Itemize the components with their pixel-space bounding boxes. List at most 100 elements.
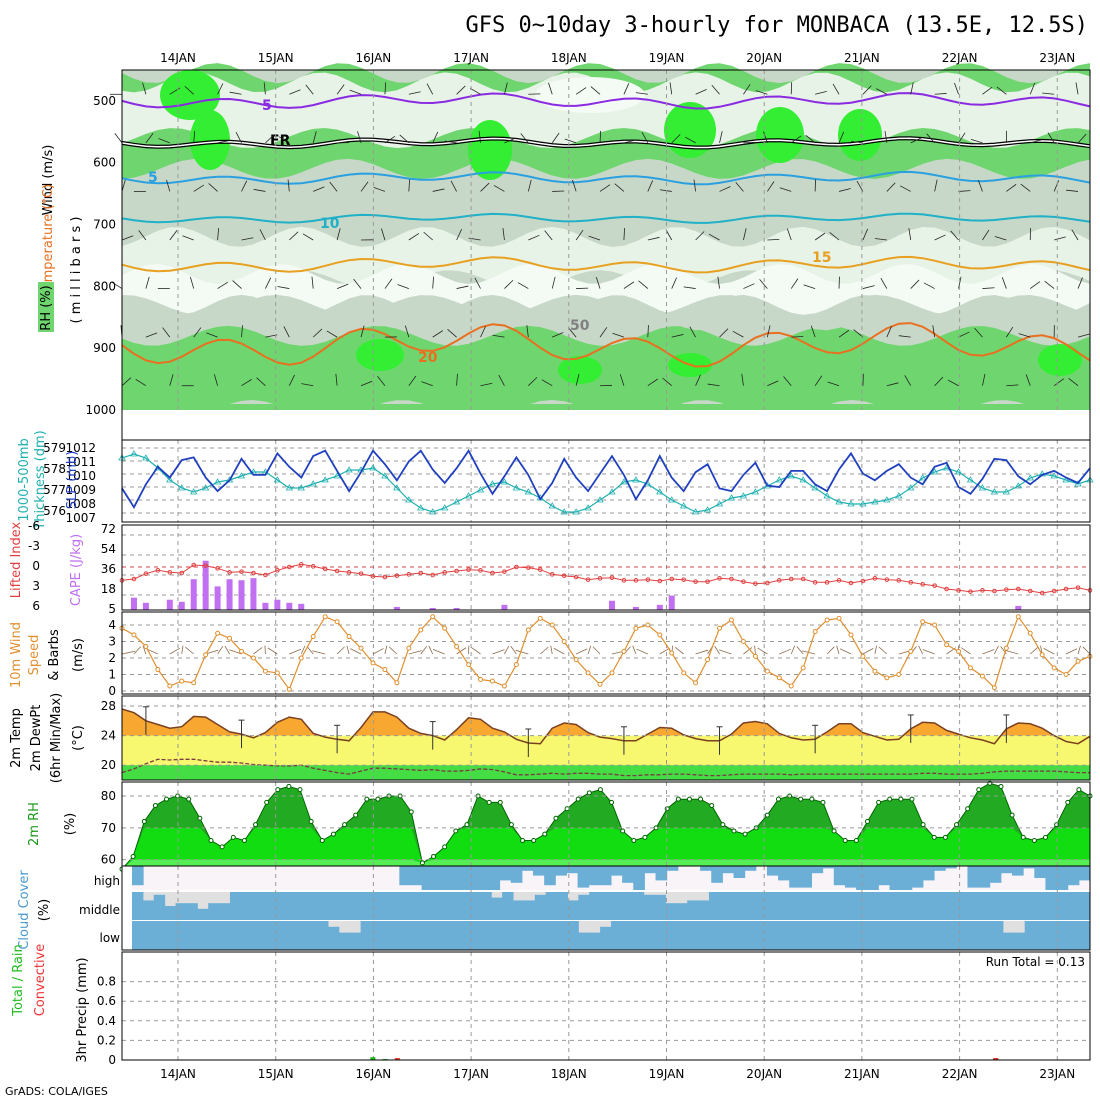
cloud-bar [382,892,394,920]
rh-point [130,853,136,859]
wind-point [561,639,567,644]
cloud-bar [480,892,492,920]
wind-point [896,672,902,677]
thickness-point [405,496,413,503]
precip-total-bar [370,1057,376,1060]
cloud-bar [904,921,917,950]
cloud-bar [600,892,612,920]
cloud-bar [806,921,819,950]
bottom-date-label: 23JAN [1039,1067,1075,1081]
cape-bar [668,595,675,610]
upper-barb [671,334,684,338]
upper-barb [169,230,178,241]
thickness-point [787,472,795,479]
thickness-point [978,484,987,491]
upper-barb [623,227,625,241]
upper-barb [741,373,744,386]
wind-barb [1077,645,1081,655]
rh-point [653,825,659,831]
li-point [478,568,483,573]
wind-point [454,643,460,649]
cloud-bar [1046,892,1058,920]
cloud-bar [360,892,372,920]
cloud-bar [698,921,710,950]
upper-barb [384,135,396,144]
wind-point [752,653,758,659]
wind-point [956,648,962,654]
wind-barb [592,646,601,655]
li-point [263,572,268,578]
upper-barb [708,233,720,241]
cloud-high-bar [421,866,434,890]
cape-bar [274,599,281,610]
cloud-bar [589,892,601,920]
li-point [573,574,579,580]
upper-barb [743,283,755,289]
wind-barb [1029,646,1039,655]
wind-point [466,662,472,668]
wind-tick: 1 [108,668,116,682]
upper-barb [114,133,123,144]
upper-barb [241,379,252,387]
upper-barb [357,131,362,143]
wind-tick: 2 [108,651,116,665]
cloud-bar [317,921,329,950]
cloud-bar [741,921,754,950]
upper-barb [336,228,341,241]
cloud-bar [425,892,438,920]
cloud-bar [534,894,547,920]
li-point [466,567,471,572]
cloud-high-bar [1067,866,1080,886]
wind-point [979,673,985,679]
upper-barb [719,328,729,338]
cloud-high-bar [599,866,612,886]
wind-point [489,678,495,684]
wind-barb [229,649,242,655]
upper-barb [1053,378,1065,387]
upper-barb [480,382,493,387]
upper-barb [671,134,681,144]
wind-point [621,648,627,654]
thickness-point [632,476,640,483]
thickness-point [476,486,485,493]
cloud-bar [404,892,416,920]
rh-point [342,822,348,828]
cloud-bar [861,921,873,950]
rh-point [798,796,804,802]
temp-tick: 20 [101,758,116,772]
thickness-point [560,508,568,515]
upper-barb [408,91,421,95]
wind-point [370,660,376,666]
upper-barb [671,277,677,289]
upper-barb [121,377,132,387]
cloud-bar [436,921,449,950]
wind-barb [553,647,565,655]
freezing-line-inner [121,137,1091,149]
li-tick: 6 [32,599,40,613]
thickness-point [142,454,150,461]
upper-barb [862,85,872,95]
upper-barb [1077,133,1087,144]
upper-barb [312,328,323,338]
wind-point [800,665,806,671]
cloud-bar [654,894,666,920]
upper-barb [717,276,720,289]
thickness-point [452,498,461,505]
wind-point [788,683,794,689]
upper-air-panel: 5 FR 5 10 15 20 50 500 600 700 800 900 1000 Wind (m/s… [38,51,1091,441]
cloud-high-bar [889,866,902,890]
cape-bar [501,604,508,610]
cloud-bar [458,921,470,950]
top-date-label: 18JAN [551,51,587,65]
cloud-bar [796,921,808,950]
upper-barb [360,181,369,192]
cloud-bar [1079,892,1091,920]
rh-point [431,853,437,859]
wind-point [406,645,412,651]
wind-point [669,650,675,656]
cape-bar [226,579,233,610]
upper-barb [588,235,601,241]
upper-ytick: 500 [93,94,116,108]
upper-barb [599,327,608,338]
upper-barb [958,132,966,144]
